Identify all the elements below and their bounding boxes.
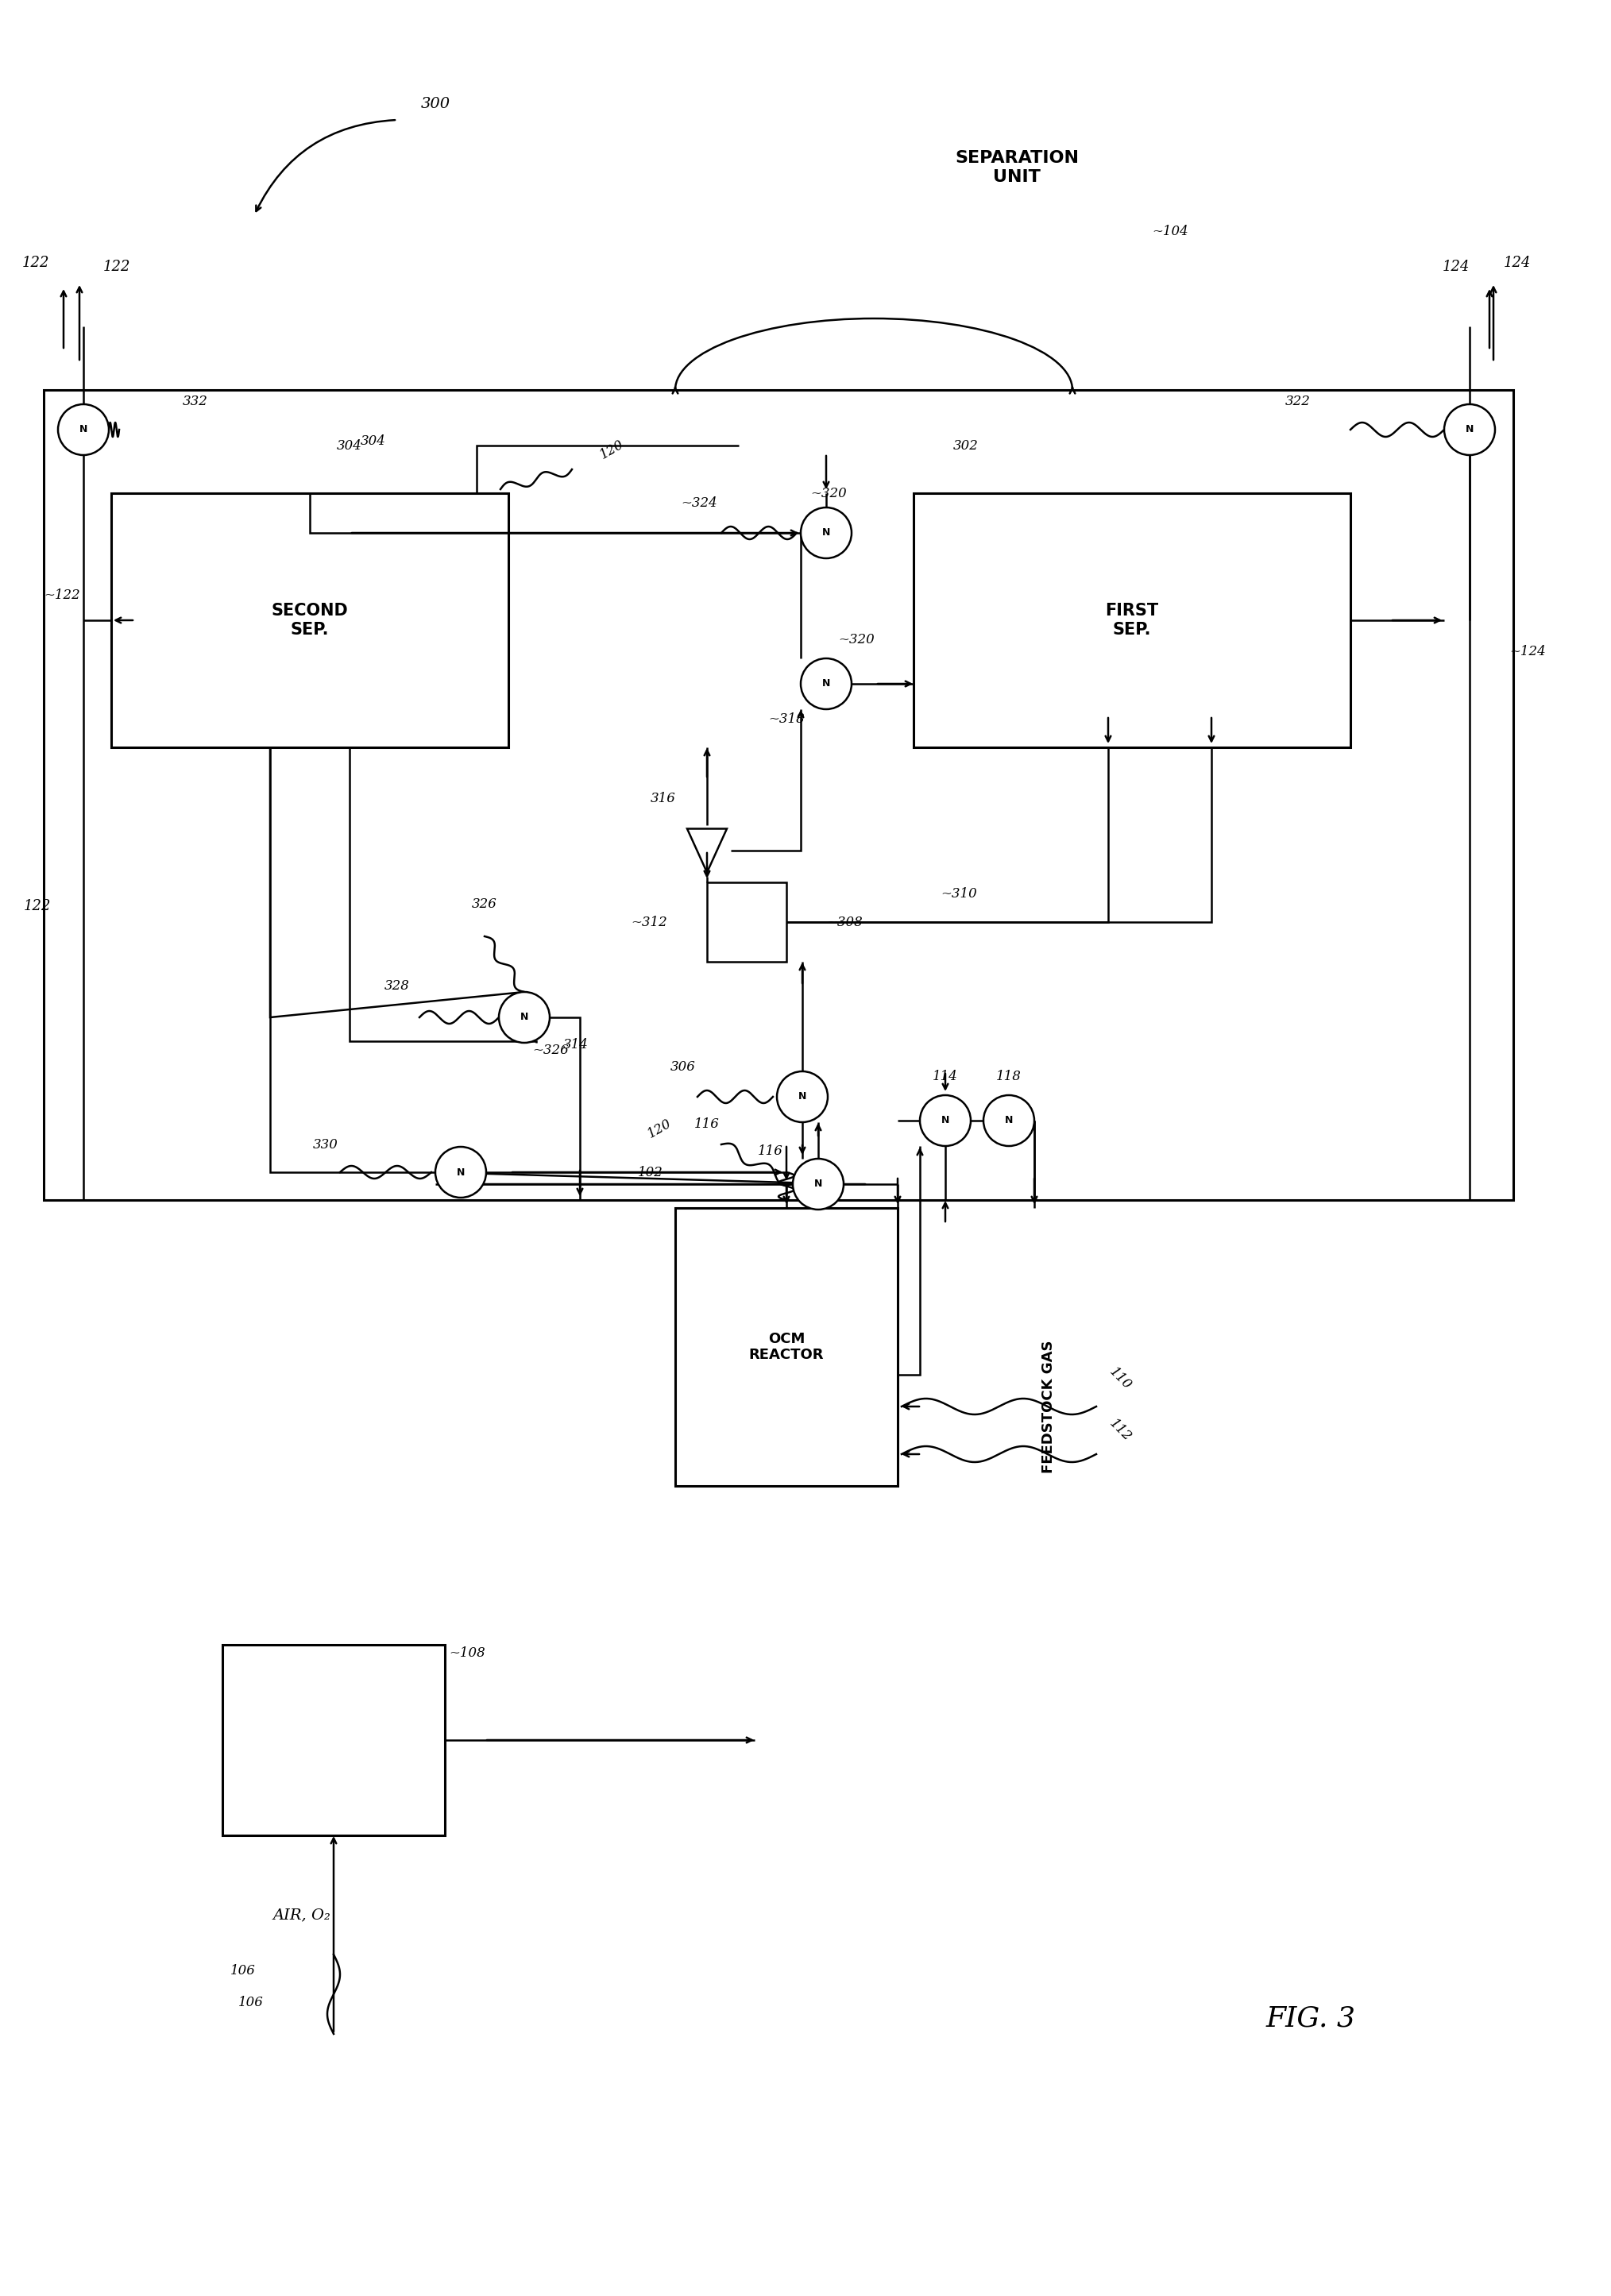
Circle shape <box>983 1095 1034 1146</box>
Circle shape <box>777 1072 828 1123</box>
Text: N: N <box>822 680 830 689</box>
Text: ~318: ~318 <box>768 712 804 726</box>
Text: 120: 120 <box>598 436 627 461</box>
Text: 314: 314 <box>564 1038 588 1052</box>
Circle shape <box>58 404 110 455</box>
Circle shape <box>920 1095 971 1146</box>
Text: ~320: ~320 <box>810 487 847 501</box>
Text: ~104: ~104 <box>1152 225 1189 239</box>
Text: ~324: ~324 <box>681 496 717 510</box>
Circle shape <box>499 992 549 1042</box>
FancyArrowPatch shape <box>256 119 395 211</box>
Circle shape <box>801 659 852 709</box>
Text: N: N <box>814 1178 822 1189</box>
Text: ~320: ~320 <box>838 634 875 647</box>
Text: ~108: ~108 <box>449 1646 485 1660</box>
Text: ~326: ~326 <box>532 1045 569 1058</box>
Text: 306: 306 <box>670 1061 696 1072</box>
Text: 122: 122 <box>24 900 52 914</box>
Text: 122: 122 <box>103 259 130 273</box>
Text: 332: 332 <box>182 395 208 409</box>
Bar <box>43 390 1513 1201</box>
Text: ~124: ~124 <box>1510 645 1545 659</box>
Text: 304: 304 <box>337 439 362 452</box>
Bar <box>707 882 786 962</box>
Text: 106: 106 <box>238 1995 264 2009</box>
Text: 304: 304 <box>361 434 387 448</box>
Circle shape <box>793 1159 844 1210</box>
Text: AIR, O₂: AIR, O₂ <box>272 1908 330 1922</box>
Text: OCM
REACTOR: OCM REACTOR <box>749 1332 823 1362</box>
Text: N: N <box>1005 1116 1013 1125</box>
Text: 122: 122 <box>23 255 50 271</box>
Circle shape <box>1443 404 1495 455</box>
Bar <box>222 1644 445 1835</box>
Text: 112: 112 <box>1107 1417 1134 1444</box>
Bar <box>675 1208 897 1486</box>
Text: ~122: ~122 <box>43 588 81 602</box>
Text: 120: 120 <box>644 1116 673 1141</box>
Text: N: N <box>79 425 87 434</box>
Text: 110: 110 <box>1107 1366 1134 1391</box>
Bar <box>111 494 509 746</box>
Text: FIRST
SEP.: FIRST SEP. <box>1105 604 1158 638</box>
Text: ~308: ~308 <box>826 916 862 930</box>
Text: SEPARATION
UNIT: SEPARATION UNIT <box>955 152 1079 184</box>
Text: 326: 326 <box>472 898 498 912</box>
Text: SECOND
SEP.: SECOND SEP. <box>271 604 348 638</box>
Text: 124: 124 <box>1442 259 1469 273</box>
Text: 316: 316 <box>651 792 677 806</box>
Text: 300: 300 <box>420 96 451 110</box>
Text: 116: 116 <box>694 1118 720 1132</box>
Text: 102: 102 <box>638 1166 664 1178</box>
Text: N: N <box>941 1116 949 1125</box>
Text: N: N <box>1466 425 1474 434</box>
Circle shape <box>801 507 852 558</box>
Text: 116: 116 <box>757 1143 783 1157</box>
Text: FIG. 3: FIG. 3 <box>1266 2004 1355 2032</box>
Text: 106: 106 <box>230 1963 256 1977</box>
Circle shape <box>435 1146 487 1199</box>
Text: 302: 302 <box>954 439 978 452</box>
Text: N: N <box>797 1091 807 1102</box>
Text: N: N <box>822 528 830 537</box>
Text: ~310: ~310 <box>941 889 978 900</box>
Text: 328: 328 <box>385 978 409 992</box>
Text: 322: 322 <box>1286 395 1311 409</box>
Text: 114: 114 <box>933 1070 959 1084</box>
Text: N: N <box>520 1013 528 1022</box>
Text: N: N <box>456 1166 466 1178</box>
Bar <box>913 494 1350 746</box>
Text: ~312: ~312 <box>632 916 667 930</box>
Text: 118: 118 <box>996 1070 1021 1084</box>
Text: 124: 124 <box>1503 255 1530 271</box>
Text: FEEDSTOCK GAS: FEEDSTOCK GAS <box>1041 1341 1055 1474</box>
Text: 330: 330 <box>313 1139 338 1150</box>
